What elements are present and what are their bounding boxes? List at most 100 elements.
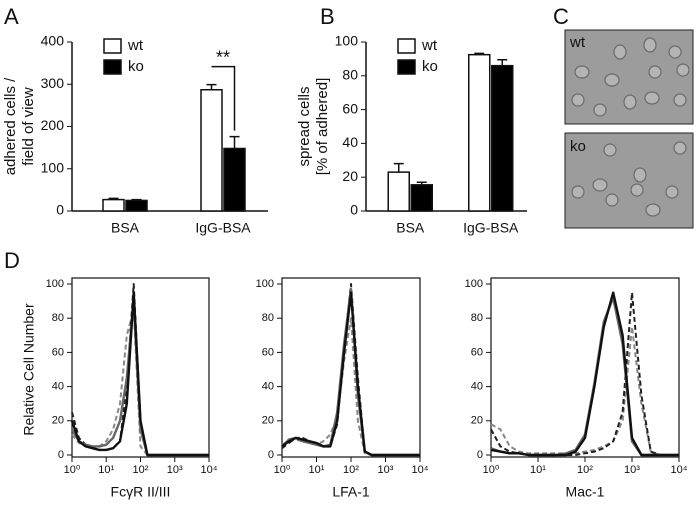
y-tick-label: 0 (56, 202, 64, 218)
image-label: wt (569, 34, 586, 51)
bar (491, 64, 514, 212)
histogram-curve (281, 283, 420, 456)
y-tick-label: 40 (471, 381, 483, 393)
x-tick-label: 10¹ (98, 464, 114, 476)
legend-swatch (103, 59, 122, 75)
bar (223, 147, 246, 212)
x-tick-label: 10⁴ (412, 464, 429, 476)
x-tick-label: 10² (577, 464, 593, 476)
bar (200, 88, 223, 212)
y-axis-label: spread cells (296, 86, 313, 166)
panel-label: C (553, 4, 569, 29)
y-tick-label: 80 (342, 67, 358, 83)
error-bar (131, 198, 142, 201)
histogram-curve (70, 291, 209, 457)
y-tick-label: 100 (256, 278, 274, 290)
error-bar (108, 197, 119, 200)
significance-bracket (211, 65, 236, 131)
histogram-curve (70, 299, 209, 457)
x-tick-label: 10³ (624, 464, 640, 476)
histogram-curve (281, 291, 420, 457)
y-tick-label: 100 (46, 278, 64, 290)
y-axis-label: adhered cells / (2, 77, 19, 175)
x-tick-label: 10³ (378, 464, 394, 476)
panel-label: D (4, 248, 20, 273)
y-axis-label: Relative Cell Number (21, 303, 37, 436)
x-tick-label: 10² (343, 464, 359, 476)
error-bar (474, 52, 485, 55)
y-tick-label: 20 (471, 415, 483, 427)
x-tick-label: BSA (396, 220, 425, 236)
y-tick-label: 20 (342, 168, 358, 184)
panel-label: A (4, 4, 19, 29)
error-bar (393, 162, 404, 173)
histogram-curve (281, 317, 420, 456)
y-tick-label: 0 (268, 449, 274, 461)
x-tick-label: 10⁴ (671, 464, 688, 476)
micrograph: ko (564, 132, 694, 229)
y-tick-label: 200 (41, 117, 65, 133)
y-tick-label: 40 (342, 134, 358, 150)
y-tick-label: 60 (262, 346, 274, 358)
y-tick-label: 100 (41, 159, 65, 175)
image-frame (564, 132, 694, 229)
legend-label: wt (421, 37, 438, 54)
y-tick-label: 100 (335, 33, 359, 49)
x-axis-label: FcγR II/III (111, 484, 171, 500)
y-tick-label: 60 (471, 346, 483, 358)
bar (468, 53, 491, 212)
error-bar (416, 181, 427, 185)
y-tick-label: 40 (262, 381, 274, 393)
y-tick-label: 0 (477, 449, 483, 461)
x-tick-label: IgG-BSA (195, 220, 251, 236)
y-tick-label: 20 (262, 415, 274, 427)
y-tick-label: 20 (52, 415, 64, 427)
cells (571, 37, 690, 117)
bar (410, 184, 433, 212)
y-tick-label: 400 (41, 33, 65, 49)
legend-label: ko (422, 58, 438, 75)
x-tick-label: 10¹ (309, 464, 325, 476)
y-tick-label: 0 (58, 449, 64, 461)
y-tick-label: 80 (52, 312, 64, 324)
histogram-curve (281, 287, 420, 457)
legend-swatch (103, 38, 122, 54)
image-label: ko (570, 138, 586, 155)
y-tick-label: 0 (350, 202, 358, 218)
y-axis-label: [% of adhered] (314, 78, 331, 176)
x-tick-label: 10⁰ (64, 464, 81, 476)
y-axis-label: field of view (20, 87, 37, 166)
x-axis-label: LFA-1 (332, 484, 370, 500)
legend-swatch (397, 38, 416, 54)
x-tick-label: IgG-BSA (463, 220, 519, 236)
legend-label: ko (128, 58, 144, 75)
histogram-curve (490, 325, 679, 456)
error-bar (206, 83, 217, 90)
annotation: ** (216, 47, 230, 67)
error-bar (497, 58, 508, 66)
x-tick-label: 10⁴ (201, 464, 218, 476)
error-bar (229, 135, 240, 149)
bar (102, 198, 125, 212)
legend-swatch (397, 59, 416, 75)
y-tick-label: 80 (471, 312, 483, 324)
y-tick-label: 300 (41, 75, 65, 91)
bar (125, 199, 148, 212)
micrograph: wt (564, 29, 694, 125)
x-tick-label: 10² (133, 464, 149, 476)
legend-label: wt (127, 37, 144, 54)
y-tick-label: 40 (52, 381, 64, 393)
x-tick-label: 10⁰ (274, 464, 291, 476)
x-tick-label: 10³ (167, 464, 183, 476)
x-tick-label: 10¹ (530, 464, 546, 476)
x-tick-label: BSA (111, 220, 140, 236)
cells (571, 141, 687, 217)
y-tick-label: 60 (52, 346, 64, 358)
panel-label: B (320, 4, 335, 29)
x-axis-label: Mac-1 (566, 484, 605, 500)
y-tick-label: 60 (342, 100, 358, 116)
y-tick-label: 80 (262, 312, 274, 324)
bar (387, 171, 410, 212)
